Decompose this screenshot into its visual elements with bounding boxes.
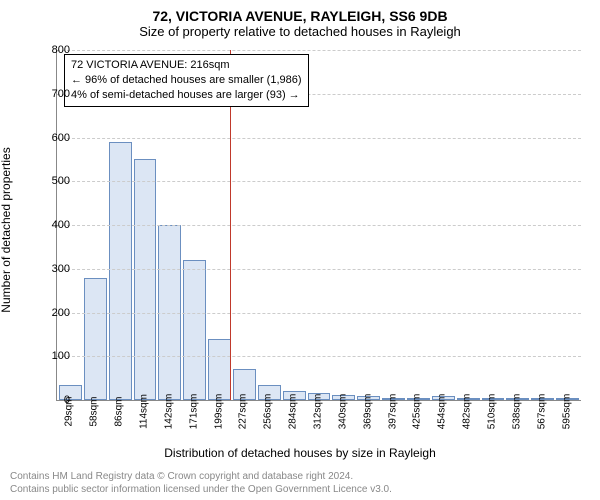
y-tick-label: 200 xyxy=(36,307,70,319)
x-tick-label: 114sqm xyxy=(139,394,150,429)
x-tick-label: 171sqm xyxy=(188,394,199,430)
x-tick: 284sqm xyxy=(282,402,305,452)
x-tick-label: 142sqm xyxy=(163,394,174,430)
histogram-bar xyxy=(183,260,206,400)
x-tick: 369sqm xyxy=(356,402,379,452)
y-tick-label: 800 xyxy=(36,44,70,56)
subtitle: Size of property relative to detached ho… xyxy=(0,24,600,39)
x-tick: 567sqm xyxy=(530,402,553,452)
x-tick: 114sqm xyxy=(133,402,156,452)
x-tick-label: 538sqm xyxy=(511,394,522,430)
gridline xyxy=(57,138,581,139)
x-tick-label: 86sqm xyxy=(114,396,125,426)
gridline xyxy=(57,313,581,314)
x-tick-label: 58sqm xyxy=(89,396,100,426)
gridline xyxy=(57,225,581,226)
gridline xyxy=(57,269,581,270)
x-tick: 58sqm xyxy=(83,402,106,452)
info-line-1: 72 VICTORIA AVENUE: 216sqm xyxy=(71,58,302,73)
histogram-bar xyxy=(208,339,231,400)
y-tick-label: 600 xyxy=(36,132,70,144)
footer: Contains HM Land Registry data © Crown c… xyxy=(10,470,392,496)
x-tick: 510sqm xyxy=(481,402,504,452)
x-tick: 595sqm xyxy=(555,402,578,452)
x-tick-label: 425sqm xyxy=(412,394,423,430)
x-tick-label: 284sqm xyxy=(288,394,299,430)
title-block: 72, VICTORIA AVENUE, RAYLEIGH, SS6 9DB S… xyxy=(0,8,600,39)
x-tick-label: 227sqm xyxy=(238,394,249,430)
x-tick: 256sqm xyxy=(257,402,280,452)
histogram-bar xyxy=(134,159,157,400)
x-tick: 425sqm xyxy=(406,402,429,452)
x-tick-label: 312sqm xyxy=(313,394,324,430)
y-tick-label: 300 xyxy=(36,263,70,275)
x-tick: 312sqm xyxy=(307,402,330,452)
x-tick-label: 340sqm xyxy=(337,394,348,430)
histogram-bar xyxy=(84,278,107,401)
info-line-2: ← 96% of detached houses are smaller (1,… xyxy=(71,73,302,88)
address-title: 72, VICTORIA AVENUE, RAYLEIGH, SS6 9DB xyxy=(0,8,600,24)
gridline xyxy=(57,356,581,357)
x-tick-label: 510sqm xyxy=(487,394,498,430)
info-line-3: 4% of semi-detached houses are larger (9… xyxy=(71,88,302,103)
x-tick-label: 595sqm xyxy=(561,394,572,430)
y-tick-label: 400 xyxy=(36,219,70,231)
x-axis-label: Distribution of detached houses by size … xyxy=(0,446,600,460)
x-tick-label: 256sqm xyxy=(263,394,274,430)
x-tick: 340sqm xyxy=(331,402,354,452)
x-tick: 199sqm xyxy=(207,402,230,452)
footer-line-1: Contains HM Land Registry data © Crown c… xyxy=(10,470,392,483)
gridline xyxy=(57,181,581,182)
x-tick: 227sqm xyxy=(232,402,255,452)
y-tick-label: 500 xyxy=(36,175,70,187)
x-tick-label: 567sqm xyxy=(536,394,547,430)
x-tick-label: 199sqm xyxy=(213,394,224,430)
x-tick: 454sqm xyxy=(431,402,454,452)
x-tick: 86sqm xyxy=(108,402,131,452)
x-ticks: 29sqm58sqm86sqm114sqm142sqm171sqm199sqm2… xyxy=(56,402,580,452)
x-tick: 29sqm xyxy=(58,402,81,452)
y-tick-label: 0 xyxy=(36,394,70,406)
y-axis-label: Number of detached properties xyxy=(0,147,13,312)
x-tick: 171sqm xyxy=(182,402,205,452)
x-tick-label: 482sqm xyxy=(462,394,473,430)
y-tick-label: 100 xyxy=(36,350,70,362)
x-tick-label: 454sqm xyxy=(437,394,448,430)
footer-line-2: Contains public sector information licen… xyxy=(10,483,392,496)
chart-container: 72, VICTORIA AVENUE, RAYLEIGH, SS6 9DB S… xyxy=(0,0,600,500)
x-tick: 538sqm xyxy=(505,402,528,452)
x-tick: 482sqm xyxy=(456,402,479,452)
x-tick: 142sqm xyxy=(157,402,180,452)
x-tick-label: 369sqm xyxy=(362,394,373,430)
x-tick: 397sqm xyxy=(381,402,404,452)
x-tick-label: 397sqm xyxy=(387,394,398,430)
info-box: 72 VICTORIA AVENUE: 216sqm ← 96% of deta… xyxy=(64,54,309,107)
y-tick-label: 700 xyxy=(36,88,70,100)
gridline xyxy=(57,50,581,51)
